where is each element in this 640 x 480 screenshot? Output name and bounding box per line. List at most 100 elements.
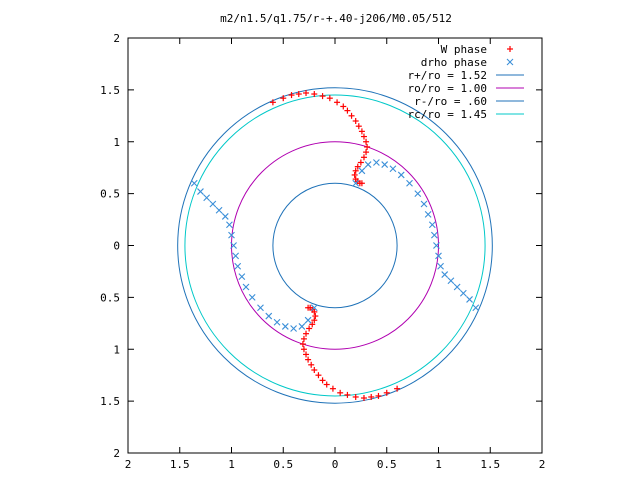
drho-phase-point: [310, 304, 318, 312]
drho-phase-point: [437, 262, 444, 270]
legend-cross-marker: [506, 58, 514, 66]
w-phase-point: [311, 367, 318, 373]
drho-phase-point: [472, 304, 480, 312]
drho-phase-point: [453, 283, 461, 291]
cross-b: [352, 179, 360, 187]
w-phase-point: [363, 149, 370, 156]
drho-phase-point: [414, 190, 422, 198]
cross-b: [221, 213, 229, 220]
x-tick-label: 1: [228, 458, 235, 471]
cross-b: [433, 242, 440, 249]
cross-b: [281, 323, 289, 330]
drho-phase-point: [203, 194, 211, 202]
drho-phase-point: [428, 221, 436, 229]
drho-phase-point: [304, 316, 312, 324]
w-phase-point: [358, 128, 365, 135]
cross-b: [290, 325, 297, 332]
y-tick-label: 1: [113, 136, 120, 149]
cross-b: [238, 273, 246, 281]
w-phase-point: [323, 381, 330, 388]
drho-phase-point: [190, 179, 198, 187]
x-tick-label: 0.5: [377, 458, 397, 471]
cross-b: [215, 206, 223, 214]
cross-b: [358, 167, 366, 175]
cross-b: [435, 252, 442, 260]
cross-b: [424, 210, 432, 218]
drho-phase-point: [257, 304, 264, 312]
legend-label: r+/ro = 1.52: [408, 69, 487, 82]
x-tick-label: 1.5: [170, 458, 190, 471]
drho-phase-point: [441, 271, 449, 278]
drho-phase-point: [215, 206, 223, 214]
w-phase-point: [305, 356, 312, 363]
drho-phase-point: [209, 200, 217, 208]
w-phase-point: [305, 304, 312, 311]
w-phase-point: [311, 91, 318, 98]
w-phase-point: [311, 317, 318, 324]
w-phase-point: [357, 159, 364, 166]
drho-phase-point: [281, 323, 289, 330]
cross-b: [310, 304, 318, 312]
legend-label: drho phase: [421, 56, 487, 69]
cross-b: [298, 323, 306, 330]
legend-plus-marker: [507, 46, 513, 52]
y-tick-label: 0: [113, 240, 120, 253]
legend-label: W phase: [441, 43, 487, 56]
x-tick-label: 2: [539, 458, 546, 471]
cross-b: [203, 194, 211, 202]
w-phase-point: [315, 372, 322, 379]
x-tick-label: 2: [125, 458, 132, 471]
cross-b: [209, 200, 217, 208]
y-tick-label: 0.5: [100, 188, 120, 201]
circle-rro: [272, 182, 398, 309]
cross-b: [437, 262, 444, 270]
drho-phase-point: [352, 179, 360, 187]
w-phase-point: [295, 91, 302, 98]
w-phase-point: [299, 341, 306, 348]
w-phase-point: [334, 99, 341, 106]
cross-b: [242, 283, 250, 291]
w-phase-point: [351, 171, 358, 178]
w-phase-point: [269, 99, 276, 106]
cross-b: [257, 304, 264, 312]
drho-phase-point: [459, 289, 467, 297]
drho-phase-point: [248, 293, 256, 301]
chart-title: m2/n1.5/q1.75/r-+.40-j206/M0.05/512: [220, 12, 452, 25]
drho-phase-point: [298, 323, 306, 330]
w-phase-point: [375, 392, 382, 399]
w-phase-point: [368, 393, 375, 400]
x-tick-label: 1.5: [480, 458, 500, 471]
cross-b: [232, 252, 240, 260]
w-phase-point: [308, 361, 315, 368]
w-phase-point: [360, 133, 367, 140]
cross-b: [197, 188, 204, 195]
drho-phase-point: [389, 165, 397, 173]
w-phase-point: [363, 138, 370, 145]
cross-b: [420, 200, 428, 208]
cross-b: [273, 318, 281, 326]
cross-b: [230, 242, 237, 249]
w-phase-point: [288, 92, 295, 99]
drho-phase-point: [221, 213, 229, 220]
y-tick-label: 0.5: [100, 291, 120, 304]
drho-phase-point: [397, 171, 405, 179]
w-phase-point: [312, 313, 319, 320]
drho-phase-point: [228, 231, 235, 239]
cross-b: [414, 190, 422, 198]
drho-phase-point: [466, 296, 473, 303]
w-phase-point: [319, 93, 326, 100]
cross-b: [228, 231, 235, 239]
cross-b: [248, 293, 256, 301]
y-tick-label: 1: [113, 343, 120, 356]
legend-label: rc/ro = 1.45: [408, 108, 487, 121]
w-phase-point: [303, 89, 310, 96]
drho-phase-point: [273, 318, 281, 326]
w-phase-point: [348, 112, 355, 119]
cross-b: [472, 304, 480, 312]
cross-b: [265, 312, 273, 320]
cross-b: [441, 271, 449, 278]
cross-b: [364, 161, 372, 168]
drho-phase-point: [358, 167, 366, 175]
